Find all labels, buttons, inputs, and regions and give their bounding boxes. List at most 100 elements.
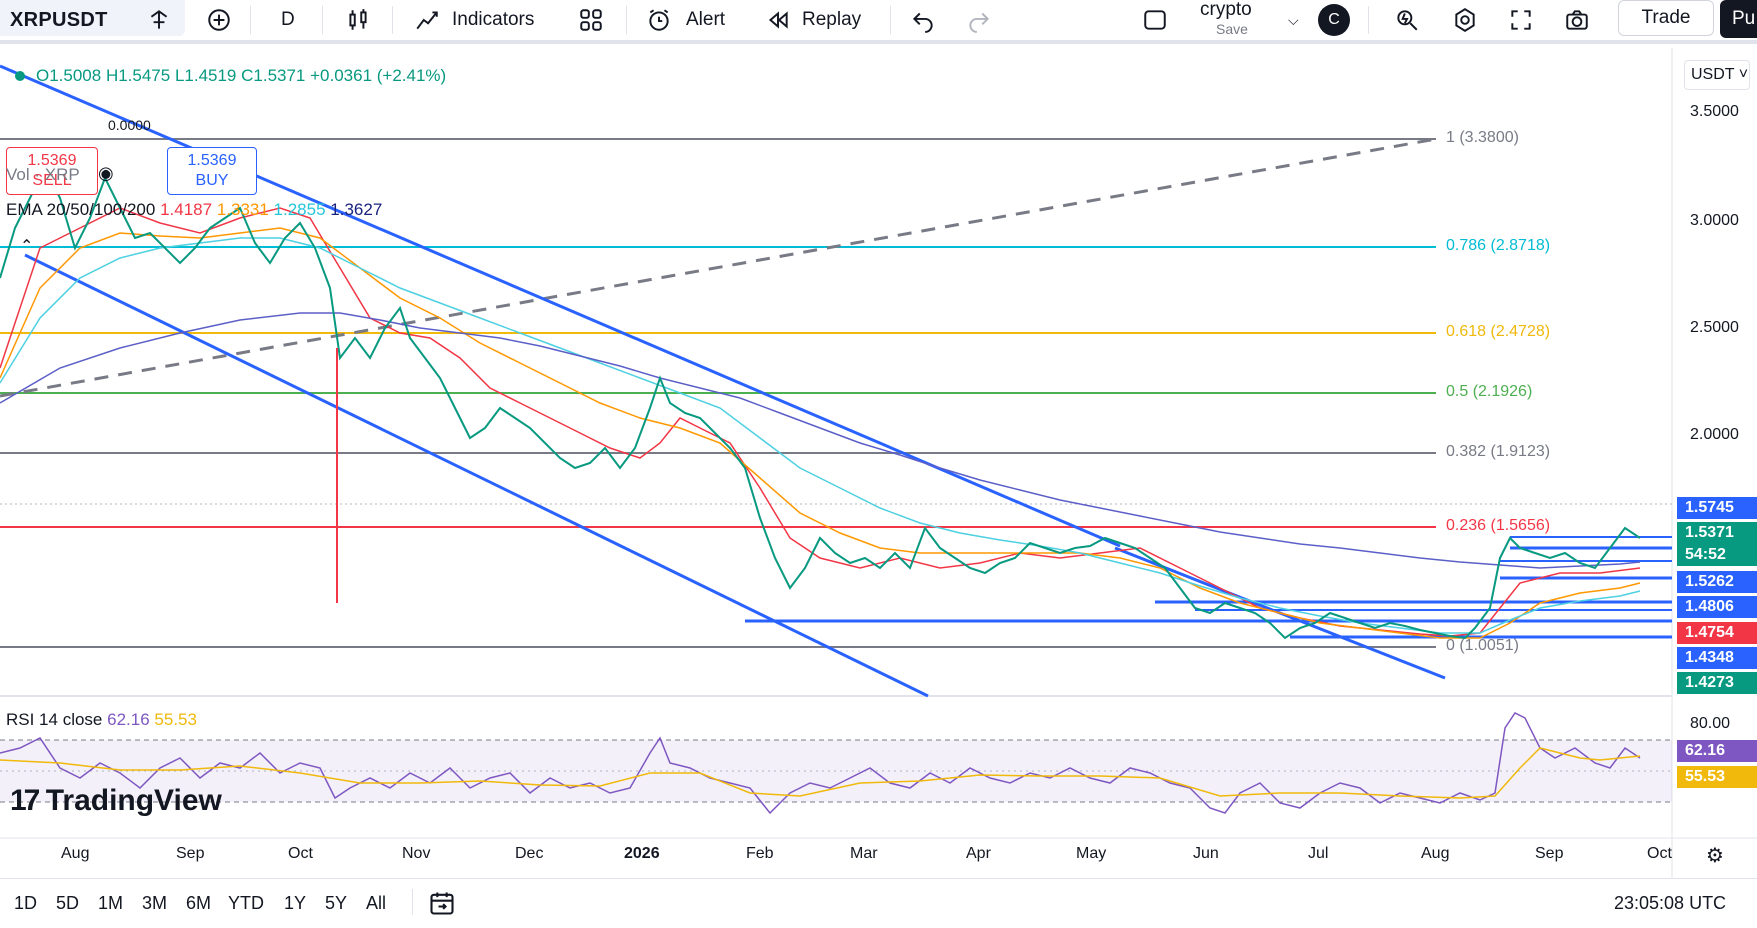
separator	[412, 889, 413, 915]
bottom-toolbar: 1D 5D 1M 3M 6M YTD 1Y 5Y All 23:05:08 UT…	[0, 878, 1757, 928]
currency-selector[interactable]: USDT ˅	[1684, 60, 1750, 90]
rsi-ma-line	[0, 747, 1641, 799]
layout-name[interactable]: crypto	[1200, 0, 1252, 20]
price-axis-label: 2.5000	[1690, 319, 1739, 336]
layout-grid-icon[interactable]	[578, 0, 604, 40]
time-axis-label: Aug	[1421, 845, 1450, 862]
ema-200-line	[0, 312, 1641, 569]
publish-button[interactable]: Pu	[1720, 0, 1757, 38]
ema-50-line	[0, 227, 1641, 639]
alert-clock-icon[interactable]	[646, 0, 672, 40]
price-axis-label: 3.5000	[1690, 103, 1739, 120]
time-axis-label: Sep	[1535, 845, 1564, 862]
price-close-line	[0, 165, 1641, 640]
settings-gear-icon[interactable]	[1452, 0, 1478, 40]
price-axis-label: 2.0000	[1690, 426, 1739, 443]
indicators-icon[interactable]	[414, 0, 440, 40]
compare-plus-icon[interactable]	[206, 0, 232, 40]
last-price-tag: 1.5371	[1677, 522, 1757, 544]
price-tag: 1.4754	[1677, 622, 1757, 644]
ema-100-line	[0, 237, 1641, 634]
fib-label-0: 0 (1.0051)	[1446, 637, 1519, 654]
range-1m-button[interactable]: 1M	[98, 893, 124, 913]
time-axis-label: Mar	[850, 845, 878, 862]
chart-area[interactable]: O1.5008 H1.5475 L1.4519 C1.5371 +0.0361 …	[0, 48, 1757, 878]
symbol-name[interactable]: XRPUSDT	[10, 8, 108, 31]
time-axis-label: Feb	[746, 845, 774, 862]
buy-label: BUY	[195, 172, 229, 189]
trade-button[interactable]: Trade	[1618, 0, 1714, 36]
range-all-button[interactable]: All	[366, 893, 387, 913]
ema-100-value: 1.2855	[273, 200, 326, 219]
volume-legend: Vol · XRP	[6, 165, 80, 184]
layout-square-icon[interactable]	[1142, 0, 1168, 40]
undo-icon[interactable]	[910, 0, 936, 40]
utc-clock[interactable]: 23:05:08 UTC	[1614, 893, 1727, 913]
candles-icon[interactable]	[345, 0, 371, 40]
redo-icon[interactable]	[966, 0, 992, 40]
alert-button[interactable]: Alert	[686, 9, 726, 30]
range-1y-button[interactable]: 1Y	[284, 893, 307, 913]
ema-20-value: 1.4187	[160, 200, 213, 219]
chevron-down-icon: ˅	[1738, 66, 1749, 83]
countdown-tag: 54:52	[1677, 544, 1757, 566]
range-5d-button[interactable]: 5D	[56, 893, 80, 913]
sell-label: SELL	[32, 172, 72, 189]
range-6m-button[interactable]: 6M	[186, 893, 212, 913]
separator	[890, 6, 891, 34]
layout-save-label[interactable]: Save	[1216, 21, 1248, 37]
range-3m-button[interactable]: 3M	[142, 893, 168, 913]
collapse-chevron-icon[interactable]: ⌃	[20, 238, 34, 255]
calendar-range-icon[interactable]	[428, 889, 456, 922]
time-axis-label: May	[1076, 845, 1107, 862]
time-axis-label: 2026	[624, 845, 660, 862]
avatar[interactable]: C	[1318, 4, 1350, 36]
interval-button[interactable]: D	[281, 9, 295, 30]
time-axis-label: Sep	[176, 845, 205, 862]
price-chart[interactable]	[0, 48, 1757, 878]
chevron-down-icon[interactable]: ⌵	[1288, 11, 1299, 28]
time-settings-icon[interactable]: ⚙	[1706, 845, 1724, 867]
time-axis-label: Jul	[1308, 845, 1329, 862]
rsi-band	[0, 740, 1672, 802]
rsi-ma-tag: 55.53	[1677, 766, 1757, 788]
hide-eye-icon[interactable]: ◉	[98, 163, 114, 183]
separator	[626, 6, 627, 34]
ema-20-line	[0, 207, 1641, 637]
rsi-ma-value: 55.53	[154, 710, 197, 729]
symbol-search[interactable]	[0, 0, 185, 36]
add-symbol-icon[interactable]	[146, 0, 172, 40]
price-tag: 1.4348	[1677, 647, 1757, 669]
channel-lower-line	[24, 253, 929, 698]
fullscreen-icon[interactable]	[1508, 0, 1534, 40]
separator	[322, 6, 323, 34]
fib-trend-line	[0, 137, 1437, 398]
watermark-text: TradingView	[45, 784, 222, 817]
ema-200-value: 1.3627	[330, 200, 383, 219]
time-axis-label: Apr	[966, 845, 991, 862]
time-axis-label: Dec	[515, 845, 544, 862]
price-axis-label: 3.0000	[1690, 212, 1739, 229]
ema-title: EMA 20/50/100/200	[6, 200, 156, 219]
sell-button[interactable]: 1.5369 SELL	[6, 147, 98, 195]
buy-price: 1.5369	[187, 152, 237, 169]
buy-button[interactable]: 1.5369 BUY	[167, 147, 257, 195]
time-axis-label: Oct	[288, 845, 313, 862]
quick-search-icon[interactable]	[1394, 0, 1420, 40]
price-tag: 1.5262	[1677, 571, 1757, 593]
rsi-tag: 62.16	[1677, 740, 1757, 762]
tradingview-logo: 17 TradingView	[10, 784, 222, 818]
fib-label-1: 1 (3.3800)	[1446, 129, 1519, 146]
replay-icon[interactable]	[765, 0, 791, 40]
ohlc-readout: O1.5008 H1.5475 L1.4519 C1.5371 +0.0361 …	[36, 66, 447, 85]
sell-price: 1.5369	[27, 152, 77, 169]
range-1d-button[interactable]: 1D	[14, 893, 38, 913]
range-ytd-button[interactable]: YTD	[228, 893, 264, 913]
rsi-axis-label: 80.00	[1690, 715, 1731, 732]
replay-button[interactable]: Replay	[802, 9, 862, 30]
time-axis-label: Jun	[1193, 845, 1219, 862]
range-5y-button[interactable]: 5Y	[325, 893, 348, 913]
indicators-button[interactable]: Indicators	[452, 9, 535, 30]
ema-legend: EMA 20/50/100/200 1.4187 1.3331 1.2855 1…	[6, 200, 382, 220]
camera-icon[interactable]	[1564, 0, 1590, 40]
